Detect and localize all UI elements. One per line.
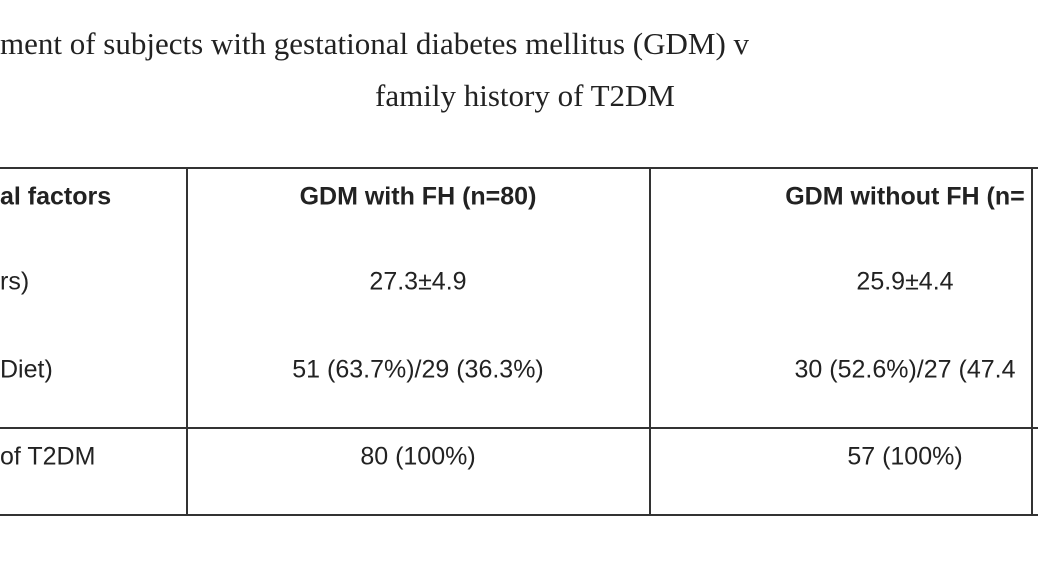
cell: 57 (100%) [847,442,963,471]
rule [0,427,1038,429]
rule [0,514,1038,516]
cell: of T2DM [0,442,96,471]
cell: 51 (63.7%)/29 (36.3%) [292,355,544,384]
title-line: family history of T2DM [375,78,675,113]
header-cell: GDM without FH (n= [785,182,1025,211]
header-cell: al factors [0,182,112,211]
title-line: ment of subjects with gestational diabet… [0,26,750,61]
rule [649,167,651,516]
cell: Diet) [0,355,53,384]
cell: rs) [0,267,30,296]
header-cell: GDM with FH (n=80) [299,182,537,211]
cell: 80 (100%) [360,442,476,471]
rule [186,167,188,516]
cell: 27.3±4.9 [369,267,467,296]
cell: 25.9±4.4 [856,267,954,296]
rule [1031,167,1033,516]
cell: 30 (52.6%)/27 (47.4 [794,355,1016,384]
rule [0,167,1038,169]
